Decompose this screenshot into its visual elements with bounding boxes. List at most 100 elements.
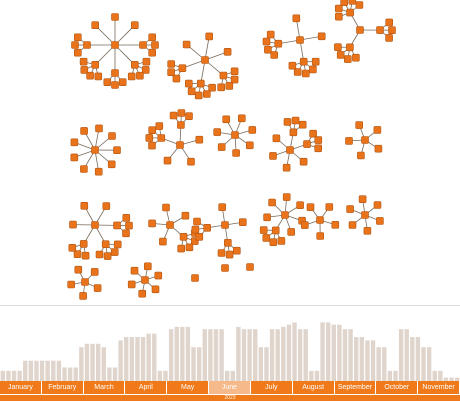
graph-node[interactable] <box>246 142 253 149</box>
graph-node-leaf[interactable] <box>196 233 203 240</box>
graph-node[interactable] <box>196 136 203 143</box>
graph-node[interactable] <box>374 126 381 133</box>
graph-node[interactable] <box>102 241 109 248</box>
graph-node[interactable] <box>218 144 225 151</box>
graph-node[interactable] <box>155 272 162 279</box>
graph-node-leaf[interactable] <box>126 222 133 229</box>
graph-node[interactable] <box>112 70 119 77</box>
graph-node-hub[interactable] <box>112 42 119 49</box>
graph-node[interactable] <box>109 133 116 140</box>
graph-node-hub[interactable] <box>357 27 364 34</box>
month-june[interactable]: June <box>209 381 251 394</box>
graph-node-leaf[interactable] <box>168 61 175 68</box>
graph-node-hub[interactable] <box>167 222 174 229</box>
graph-node[interactable] <box>80 240 87 247</box>
graph-node-leaf[interactable] <box>218 84 225 91</box>
graph-node-leaf[interactable] <box>226 82 233 89</box>
graph-node-leaf[interactable] <box>284 118 291 125</box>
graph-node[interactable] <box>71 154 78 161</box>
graph-node[interactable] <box>80 166 87 173</box>
graph-node-leaf[interactable] <box>95 73 102 80</box>
graph-node-leaf[interactable] <box>194 218 201 225</box>
graph-node[interactable] <box>359 196 366 203</box>
graph-node[interactable] <box>179 65 186 72</box>
graph-node[interactable] <box>163 204 170 211</box>
graph-node-leaf[interactable] <box>226 251 233 258</box>
graph-node-leaf[interactable] <box>341 0 348 6</box>
graph-node-leaf[interactable] <box>170 112 177 119</box>
graph-node-leaf[interactable] <box>173 75 180 82</box>
graph-node[interactable] <box>108 161 115 168</box>
graph-node[interactable] <box>346 137 353 144</box>
graph-node-leaf[interactable] <box>278 237 285 244</box>
month-april[interactable]: April <box>125 381 167 394</box>
graph-node-leaf[interactable] <box>294 69 301 76</box>
graph-node-leaf[interactable] <box>233 247 240 254</box>
graph-node-leaf[interactable] <box>185 80 192 87</box>
graph-node-hub[interactable] <box>362 212 369 219</box>
month-february[interactable]: February <box>42 381 84 394</box>
graph-node[interactable] <box>301 222 308 229</box>
graph-node[interactable] <box>206 33 213 40</box>
month-january[interactable]: January <box>0 381 42 394</box>
graph-node[interactable] <box>249 126 256 133</box>
month-september[interactable]: September <box>335 381 377 394</box>
graph-node[interactable] <box>149 220 156 227</box>
graph-node-leaf[interactable] <box>315 145 322 152</box>
graph-node-leaf[interactable] <box>203 91 210 98</box>
graph-node-leaf[interactable] <box>299 121 306 128</box>
graph-node-leaf[interactable] <box>119 79 126 86</box>
graph-node-hub[interactable] <box>192 275 199 282</box>
graph-node[interactable] <box>223 116 230 123</box>
graph-node-leaf[interactable] <box>146 134 153 141</box>
graph-node-leaf[interactable] <box>168 69 175 76</box>
graph-node-leaf[interactable] <box>123 214 130 221</box>
graph-node[interactable] <box>81 127 88 134</box>
graph-node-leaf[interactable] <box>302 70 309 77</box>
graph-node-hub[interactable] <box>82 279 89 286</box>
graph-node[interactable] <box>293 15 300 22</box>
graph-node-leaf[interactable] <box>356 2 363 9</box>
graph-node[interactable] <box>233 150 240 157</box>
graph-node[interactable] <box>238 115 245 122</box>
graph-node[interactable] <box>70 221 77 228</box>
graph-node-leaf[interactable] <box>152 42 159 49</box>
graph-node[interactable] <box>326 204 333 211</box>
graph-node[interactable] <box>347 9 354 16</box>
graph-node-leaf[interactable] <box>292 117 299 124</box>
graph-node[interactable] <box>92 61 99 68</box>
graph-node-leaf[interactable] <box>80 58 87 65</box>
graph-node-hub[interactable] <box>247 264 254 271</box>
graph-node-leaf[interactable] <box>218 250 225 257</box>
graph-node-leaf[interactable] <box>81 66 88 73</box>
graph-node[interactable] <box>224 239 231 246</box>
graph-node-hub[interactable] <box>282 212 289 219</box>
graph-node[interactable] <box>139 290 146 297</box>
graph-node-leaf[interactable] <box>149 142 156 149</box>
graph-node[interactable] <box>283 194 290 201</box>
graph-node[interactable] <box>346 44 353 51</box>
graph-node-leaf[interactable] <box>114 241 121 248</box>
graph-node[interactable] <box>374 202 381 209</box>
month-november[interactable]: November <box>418 381 460 394</box>
graph-node-leaf[interactable] <box>337 51 344 58</box>
graph-node-leaf[interactable] <box>344 56 351 63</box>
graph-node-leaf[interactable] <box>82 252 89 259</box>
graph-node[interactable] <box>103 203 110 210</box>
graph-node-leaf[interactable] <box>334 44 341 51</box>
graph-node[interactable] <box>131 61 138 68</box>
graph-node-leaf[interactable] <box>192 226 199 233</box>
graph-node[interactable] <box>307 204 314 211</box>
graph-node[interactable] <box>128 281 135 288</box>
graph-node-leaf[interactable] <box>178 110 185 117</box>
graph-node[interactable] <box>297 202 304 209</box>
graph-node[interactable] <box>81 202 88 209</box>
graph-node[interactable] <box>152 286 159 293</box>
graph-node-hub[interactable] <box>177 142 184 149</box>
graph-node[interactable] <box>84 42 91 49</box>
graph-node-leaf[interactable] <box>195 92 202 99</box>
graph-node-leaf[interactable] <box>143 58 150 65</box>
graph-node[interactable] <box>270 152 277 159</box>
graph-node[interactable] <box>75 266 82 273</box>
graph-node[interactable] <box>92 22 99 29</box>
